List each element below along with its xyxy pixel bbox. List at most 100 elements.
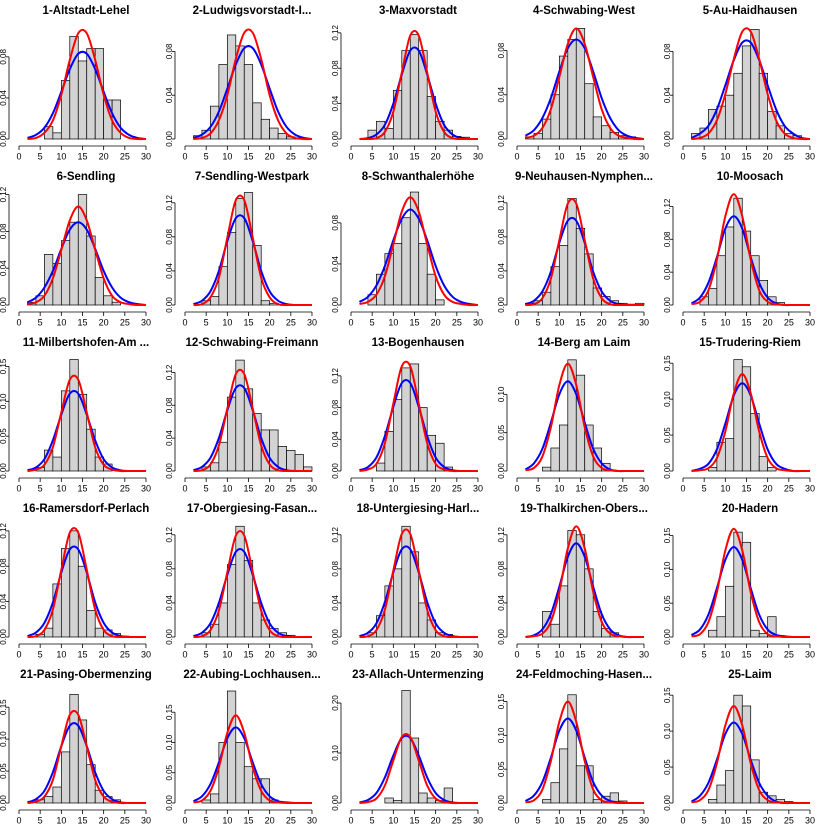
histogram-bar	[418, 792, 428, 804]
x-tick-label: 10	[388, 151, 398, 161]
histogram-bar	[558, 585, 569, 638]
y-tick-label: 0.12	[663, 198, 672, 214]
y-tick-label: 0.15	[0, 358, 8, 374]
histogram-bar	[567, 359, 577, 472]
y-tick-label: 0.00	[663, 629, 672, 645]
x-tick-label: 25	[120, 649, 130, 659]
x-tick-label: 10	[56, 317, 66, 327]
panel: 22-Aubing-Lochhausen... 0 5 10 15 20 25 30 0.00 0…	[165, 669, 321, 825]
histogram-bar	[77, 719, 88, 804]
x-tick-label: 30	[473, 483, 483, 493]
histogram-bar	[392, 568, 403, 638]
x-tick-label: 30	[141, 815, 151, 825]
x-tick-label: 10	[222, 483, 232, 493]
y-tick-label: 0.00	[331, 297, 340, 313]
x-tick-label: 15	[409, 649, 419, 659]
x-tick-label: 15	[741, 815, 751, 825]
y-tick-label: 0.10	[663, 391, 672, 407]
y-tick-label: 0.05	[663, 759, 672, 775]
panel: 10-Moosach 0 5 10 15 20 25 30 0.00 0.04 0.08 0.12	[663, 171, 815, 327]
x-tick-label: 15	[409, 151, 419, 161]
y-tick-label: 0.04	[0, 593, 8, 609]
x-tick-label: 0	[348, 483, 353, 493]
x-tick-label: 0	[514, 317, 519, 327]
x-tick-label: 10	[388, 815, 398, 825]
histogram-bar	[716, 616, 726, 638]
density-curve	[359, 528, 478, 639]
x-tick-label: 30	[473, 649, 483, 659]
y-tick-label: 0.04	[165, 87, 174, 103]
histogram-bar	[226, 232, 237, 306]
histogram-bar	[409, 737, 420, 804]
histogram-bar	[550, 782, 560, 804]
y-tick-label: 0.08	[165, 397, 174, 413]
histogram-bar	[94, 789, 105, 804]
x-tick-label: 20	[597, 151, 607, 161]
y-tick-label: 0.04	[497, 86, 506, 102]
y-tick-label: 0.12	[331, 25, 340, 41]
histogram-bar	[60, 240, 71, 306]
y-tick-label: 0.08	[0, 223, 8, 239]
x-tick-label: 25	[286, 815, 296, 825]
x-tick-label: 15	[243, 317, 253, 327]
panel-title: 1-Altstadt-Lehel	[43, 5, 130, 17]
x-tick-label: 10	[56, 151, 66, 161]
panel: 4-Schwabing-West 0 5 10 15 20 25 30 0.00 0.04 0.08	[497, 5, 649, 161]
x-tick-label: 0	[348, 317, 353, 327]
y-tick-label: 0.04	[331, 431, 340, 447]
y-tick-label: 0.05	[497, 424, 506, 440]
x-tick-label: 15	[741, 483, 751, 493]
x-tick-label: 10	[56, 483, 66, 493]
x-tick-label: 5	[536, 483, 541, 493]
x-tick-label: 20	[431, 151, 441, 161]
histogram-bar	[426, 273, 437, 306]
y-tick-label: 0.10	[497, 386, 506, 402]
x-tick-label: 30	[639, 317, 649, 327]
histogram-bar	[724, 438, 735, 472]
y-tick-label: 0.04	[497, 263, 506, 279]
panel-title: 18-Untergiesing-Harl...	[357, 503, 480, 515]
y-tick-label: 0.00	[0, 131, 8, 147]
x-tick-label: 10	[222, 317, 232, 327]
histogram-bar	[758, 456, 769, 472]
histogram-bar	[235, 359, 245, 472]
x-tick-label: 15	[741, 649, 751, 659]
y-tick-label: 0.00	[663, 131, 672, 147]
histogram-bar	[392, 243, 403, 306]
histogram-bar	[260, 300, 271, 306]
panel: 6-Sendling 0 5 10 15 20 25 30 0.00 0.04 0.08 0.12	[0, 171, 151, 327]
x-tick-label: 5	[702, 151, 707, 161]
y-tick-label: 0.10	[663, 561, 672, 577]
histogram-bar	[376, 462, 386, 472]
x-tick-label: 0	[680, 317, 685, 327]
x-tick-label: 10	[720, 151, 730, 161]
x-tick-label: 10	[388, 649, 398, 659]
x-tick-label: 15	[77, 649, 87, 659]
density-curve	[359, 29, 478, 141]
x-tick-label: 5	[370, 483, 375, 493]
x-tick-label: 0	[348, 649, 353, 659]
x-tick-label: 0	[680, 151, 685, 161]
x-tick-label: 20	[99, 815, 109, 825]
panel: 14-Berg am Laim 0 5 10 15 20 25 30 0.00 0.05 0.10	[497, 337, 649, 493]
y-tick-label: 0.00	[663, 795, 672, 811]
x-tick-label: 30	[307, 483, 317, 493]
x-tick-label: 15	[575, 151, 585, 161]
x-tick-label: 0	[348, 815, 353, 825]
y-tick-label: 0.12	[165, 194, 174, 210]
x-tick-label: 30	[307, 151, 317, 161]
panel-title: 2-Ludwigsvorstadt-I...	[193, 5, 312, 17]
y-tick-label: 0.12	[0, 186, 8, 202]
histogram-bar	[558, 424, 569, 472]
panel-title: 15-Trudering-Riem	[699, 337, 801, 349]
panel: 24-Feldmoching-Hasen... 0 5 10 15 20 25 30 0.00 0…	[497, 669, 652, 825]
x-tick-label: 0	[16, 317, 21, 327]
x-tick-label: 5	[536, 815, 541, 825]
y-tick-label: 0.00	[0, 629, 8, 645]
histogram-bar	[277, 133, 287, 140]
panel: 17-Obergiesing-Fasan... 0 5 10 15 20 25 30 0.00 0…	[165, 503, 317, 659]
x-tick-label: 10	[554, 483, 564, 493]
x-tick-label: 10	[720, 649, 730, 659]
x-tick-label: 30	[639, 815, 649, 825]
